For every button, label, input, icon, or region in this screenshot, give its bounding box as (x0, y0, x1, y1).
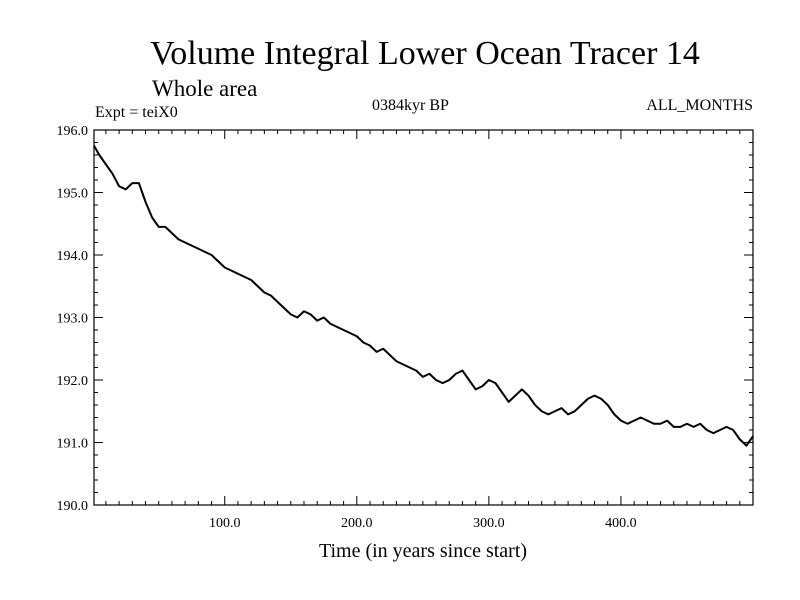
axis-ticks: 100.0 200.0 300.0 400.0 190.0 191.0 192.0 193.0… (57, 124, 753, 531)
y-tick-label: 194.0 (57, 249, 89, 264)
x-axis-label: Time (in years since start) (319, 540, 527, 562)
y-tick-label: 196.0 (57, 124, 89, 139)
y-tick-label: 193.0 (57, 312, 89, 327)
chart-subtitle: Whole area (152, 76, 257, 101)
expt-label: Expt = teiX0 (95, 104, 178, 121)
x-tick-label: 300.0 (473, 516, 505, 531)
y-tick-label: 190.0 (57, 499, 89, 514)
series-line (93, 145, 754, 447)
y-tick-label: 191.0 (57, 437, 89, 452)
x-tick-label: 200.0 (341, 516, 373, 531)
months-label: ALL_MONTHS (646, 97, 753, 114)
chart-title: Volume Integral Lower Ocean Tracer 14 (150, 35, 700, 72)
x-tick-label: 100.0 (209, 516, 241, 531)
x-tick-label: 400.0 (605, 516, 637, 531)
y-tick-label: 195.0 (57, 187, 89, 202)
y-tick-label: 192.0 (57, 374, 89, 389)
plot-frame (93, 129, 754, 506)
period-label: 0384kyr BP (372, 97, 449, 114)
